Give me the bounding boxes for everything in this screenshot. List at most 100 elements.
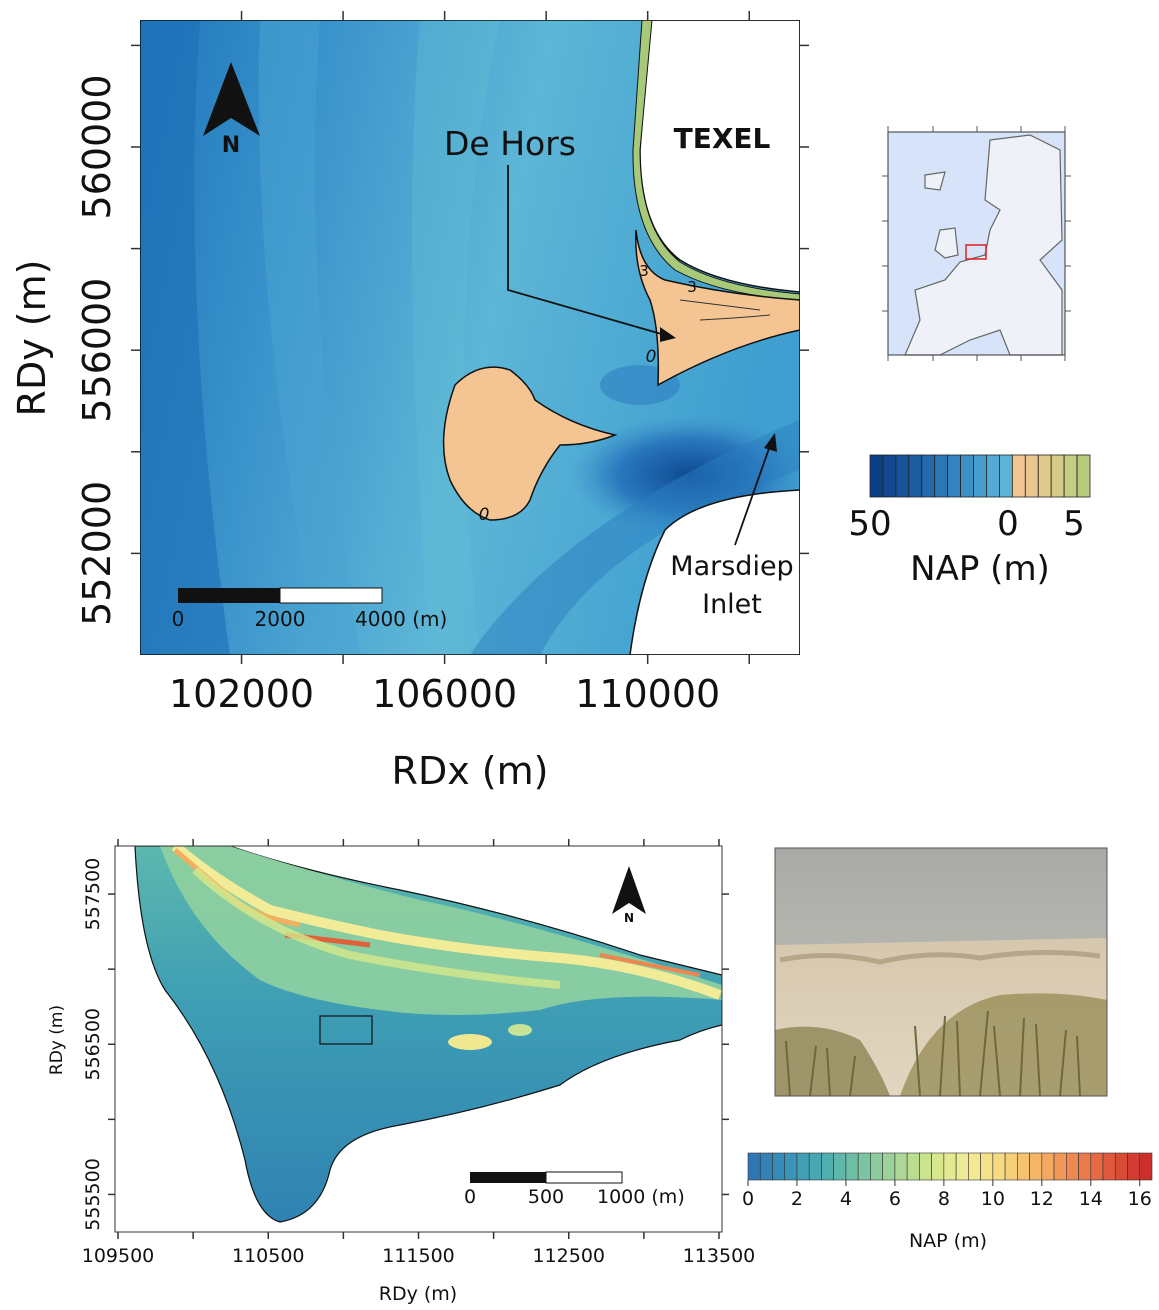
colorbar-tick-label: 0 [742, 1188, 754, 1210]
axis-title: RDy (m) [10, 260, 54, 417]
colorbar-segment [846, 1153, 858, 1180]
x-tick-label: 110000 [575, 672, 720, 716]
place-label: Marsdiep [670, 551, 793, 582]
scale-label: 4000 (m) [355, 607, 447, 631]
colorbar-segment [956, 1153, 968, 1180]
colorbar-segment [1115, 1153, 1127, 1180]
y-tick-label: 555500 [82, 1158, 104, 1231]
place-label: Inlet [702, 589, 762, 620]
colorbar-tick-label: 6 [889, 1188, 901, 1210]
colorbar-segment [821, 1153, 833, 1180]
colorbar-tick-label: 8 [938, 1188, 950, 1210]
colorbar-segment [1077, 455, 1090, 497]
y-tick-label: 552000 [75, 481, 119, 626]
colorbar [870, 455, 1090, 497]
x-tick-label: 102000 [169, 672, 314, 716]
colorbar-segment [907, 1153, 919, 1180]
colorbar-tick-label: 14 [1079, 1188, 1103, 1210]
colorbar-segment [919, 1153, 931, 1180]
colorbar-segment [922, 455, 935, 497]
colorbar-segment [1054, 1153, 1066, 1180]
contour-label: 0 [646, 347, 657, 367]
colorbar-tick-label: 0 [997, 504, 1019, 544]
colorbar-segment [1051, 455, 1064, 497]
colorbar-segment [858, 1153, 870, 1180]
scale-label: 500 [528, 1186, 564, 1208]
colorbar-segment [1030, 1153, 1042, 1180]
photo [775, 848, 1107, 1096]
scale-label: 0 [464, 1186, 476, 1208]
colorbar-segment [1017, 1153, 1029, 1180]
x-tick-label: 111500 [382, 1245, 455, 1267]
colorbar-segment [961, 455, 974, 497]
scale-label: 0 [172, 607, 185, 631]
y-tick-label: 556000 [75, 278, 119, 423]
figure: 0 0 3 3 N TEXEL De Hors Marsdiep Inlet 0… [0, 0, 1159, 1306]
colorbar-segment [1042, 1153, 1054, 1180]
colorbar-segment [896, 455, 909, 497]
inset-map [882, 126, 1071, 361]
scale-bar [280, 588, 382, 603]
colorbar-segment [909, 455, 922, 497]
colorbar-segment [981, 1153, 993, 1180]
colorbar-segment [760, 1153, 772, 1180]
colorbar-segment [809, 1153, 821, 1180]
colorbar-tick-label: 2 [791, 1188, 803, 1210]
colorbar-segment [748, 1153, 760, 1180]
colorbar-segment [986, 455, 999, 497]
colorbar-segment [895, 1153, 907, 1180]
colorbar-segment [932, 1153, 944, 1180]
colorbar-segment [1064, 455, 1077, 497]
x-tick-label: 110500 [232, 1245, 305, 1267]
axis-title: RDx (m) [392, 749, 549, 793]
place-label: De Hors [444, 124, 576, 163]
colorbar-tick-label: 5 [1063, 504, 1085, 544]
colorbar-segment [1091, 1153, 1103, 1180]
place-label: TEXEL [674, 122, 771, 155]
colorbar-segment [999, 455, 1012, 497]
colorbar-title: NAP (m) [909, 1230, 987, 1252]
colorbar-tick-label: 12 [1030, 1188, 1054, 1210]
colorbar-segment [944, 1153, 956, 1180]
colorbar-segment [1079, 1153, 1091, 1180]
colorbar-segment [1038, 455, 1051, 497]
colorbar-segment [974, 455, 987, 497]
colorbar-segment [772, 1153, 784, 1180]
north-label: N [624, 911, 634, 925]
colorbar-segment [1103, 1153, 1115, 1180]
y-tick-label: 560000 [75, 74, 119, 219]
colorbar-segment [948, 455, 961, 497]
colorbar-segment [1012, 455, 1025, 497]
colorbar-segment [870, 1153, 882, 1180]
colorbar-segment [834, 1153, 846, 1180]
north-label: N [222, 133, 240, 158]
x-tick-label: 109500 [82, 1245, 155, 1267]
colorbar-segment [1005, 1153, 1017, 1180]
colorbar-tick-label: 4 [840, 1188, 852, 1210]
colorbar-segment [1066, 1153, 1078, 1180]
colorbar-tick-label: 50 [848, 504, 891, 544]
colorbar-segment [993, 1153, 1005, 1180]
scale-bar [470, 1172, 546, 1183]
north-arrow [612, 866, 646, 914]
colorbar-segment [883, 455, 896, 497]
scale-label: 1000 (m) [597, 1186, 685, 1208]
axis-title: RDy (m) [379, 1283, 457, 1305]
colorbar-tick-label: 16 [1128, 1188, 1152, 1210]
colorbar-title: NAP (m) [910, 549, 1050, 589]
colorbar-segment [883, 1153, 895, 1180]
contour-label: 0 [479, 505, 490, 525]
y-tick-label: 557500 [82, 858, 104, 931]
y-tick-label: 556500 [82, 1008, 104, 1081]
colorbar-segment [1140, 1153, 1152, 1180]
colorbar-segment [1128, 1153, 1140, 1180]
colorbar-segment [1025, 455, 1038, 497]
x-tick-label: 113500 [683, 1245, 756, 1267]
colorbar-segment [870, 455, 883, 497]
colorbar-segment [785, 1153, 797, 1180]
scale-bar [178, 588, 280, 603]
x-tick-label: 112500 [532, 1245, 605, 1267]
scale-label: 2000 [255, 607, 306, 631]
scale-bar [546, 1172, 622, 1183]
